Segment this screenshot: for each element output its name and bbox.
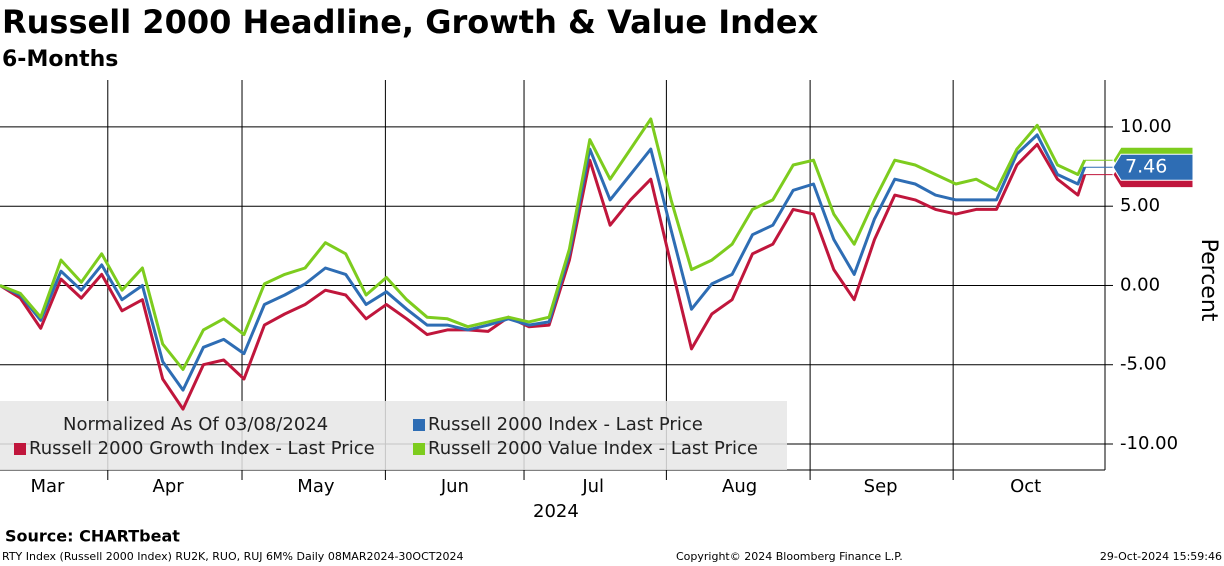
- footer-right: 29-Oct-2024 15:59:46: [1100, 550, 1222, 563]
- x-tick-label: Jun: [440, 476, 469, 497]
- legend-swatch: [413, 419, 425, 431]
- x-axis-label: 2024: [533, 501, 579, 522]
- legend-swatch: [413, 443, 425, 455]
- x-tick-label: Jul: [581, 476, 604, 497]
- chart-subtitle: 6-Months: [2, 47, 118, 72]
- y-tick-label: -5.00: [1120, 354, 1167, 375]
- legend-box: [0, 401, 787, 470]
- last-value-badge: [1112, 153, 1194, 181]
- legend-label: Russell 2000 Growth Index - Last Price: [29, 438, 375, 459]
- last-value-label: 7.46: [1125, 156, 1167, 178]
- source: Source: CHARTbeat: [5, 527, 180, 546]
- legend-label: Russell 2000 Value Index - Last Price: [428, 438, 758, 459]
- series-line: [0, 117, 1087, 371]
- y-tick-label: -10.00: [1120, 433, 1178, 454]
- legend-label: Russell 2000 Index - Last Price: [428, 414, 703, 435]
- x-tick-label: May: [297, 476, 335, 497]
- footer-left: RTY Index (Russell 2000 Index) RU2K, RUO…: [2, 550, 463, 563]
- x-tick-label: Aug: [722, 476, 757, 497]
- legend-swatch: [14, 443, 26, 455]
- x-tick-label: Sep: [864, 476, 898, 497]
- chart-title: Russell 2000 Headline, Growth & Value In…: [2, 3, 819, 41]
- x-tick-label: Oct: [1010, 476, 1041, 497]
- legend-note: Normalized As Of 03/08/2024: [63, 414, 328, 435]
- y-tick-label: 5.00: [1120, 195, 1160, 216]
- footer-center: Copyright© 2024 Bloomberg Finance L.P.: [676, 550, 903, 563]
- series-line: [0, 133, 1087, 392]
- x-tick-label: Mar: [30, 476, 65, 497]
- y-tick-label: 10.00: [1120, 116, 1172, 137]
- x-tick-label: Apr: [153, 476, 185, 497]
- series-line: [0, 142, 1087, 411]
- y-tick-label: 0.00: [1120, 274, 1160, 295]
- y-axis-label: Percent: [1196, 239, 1221, 322]
